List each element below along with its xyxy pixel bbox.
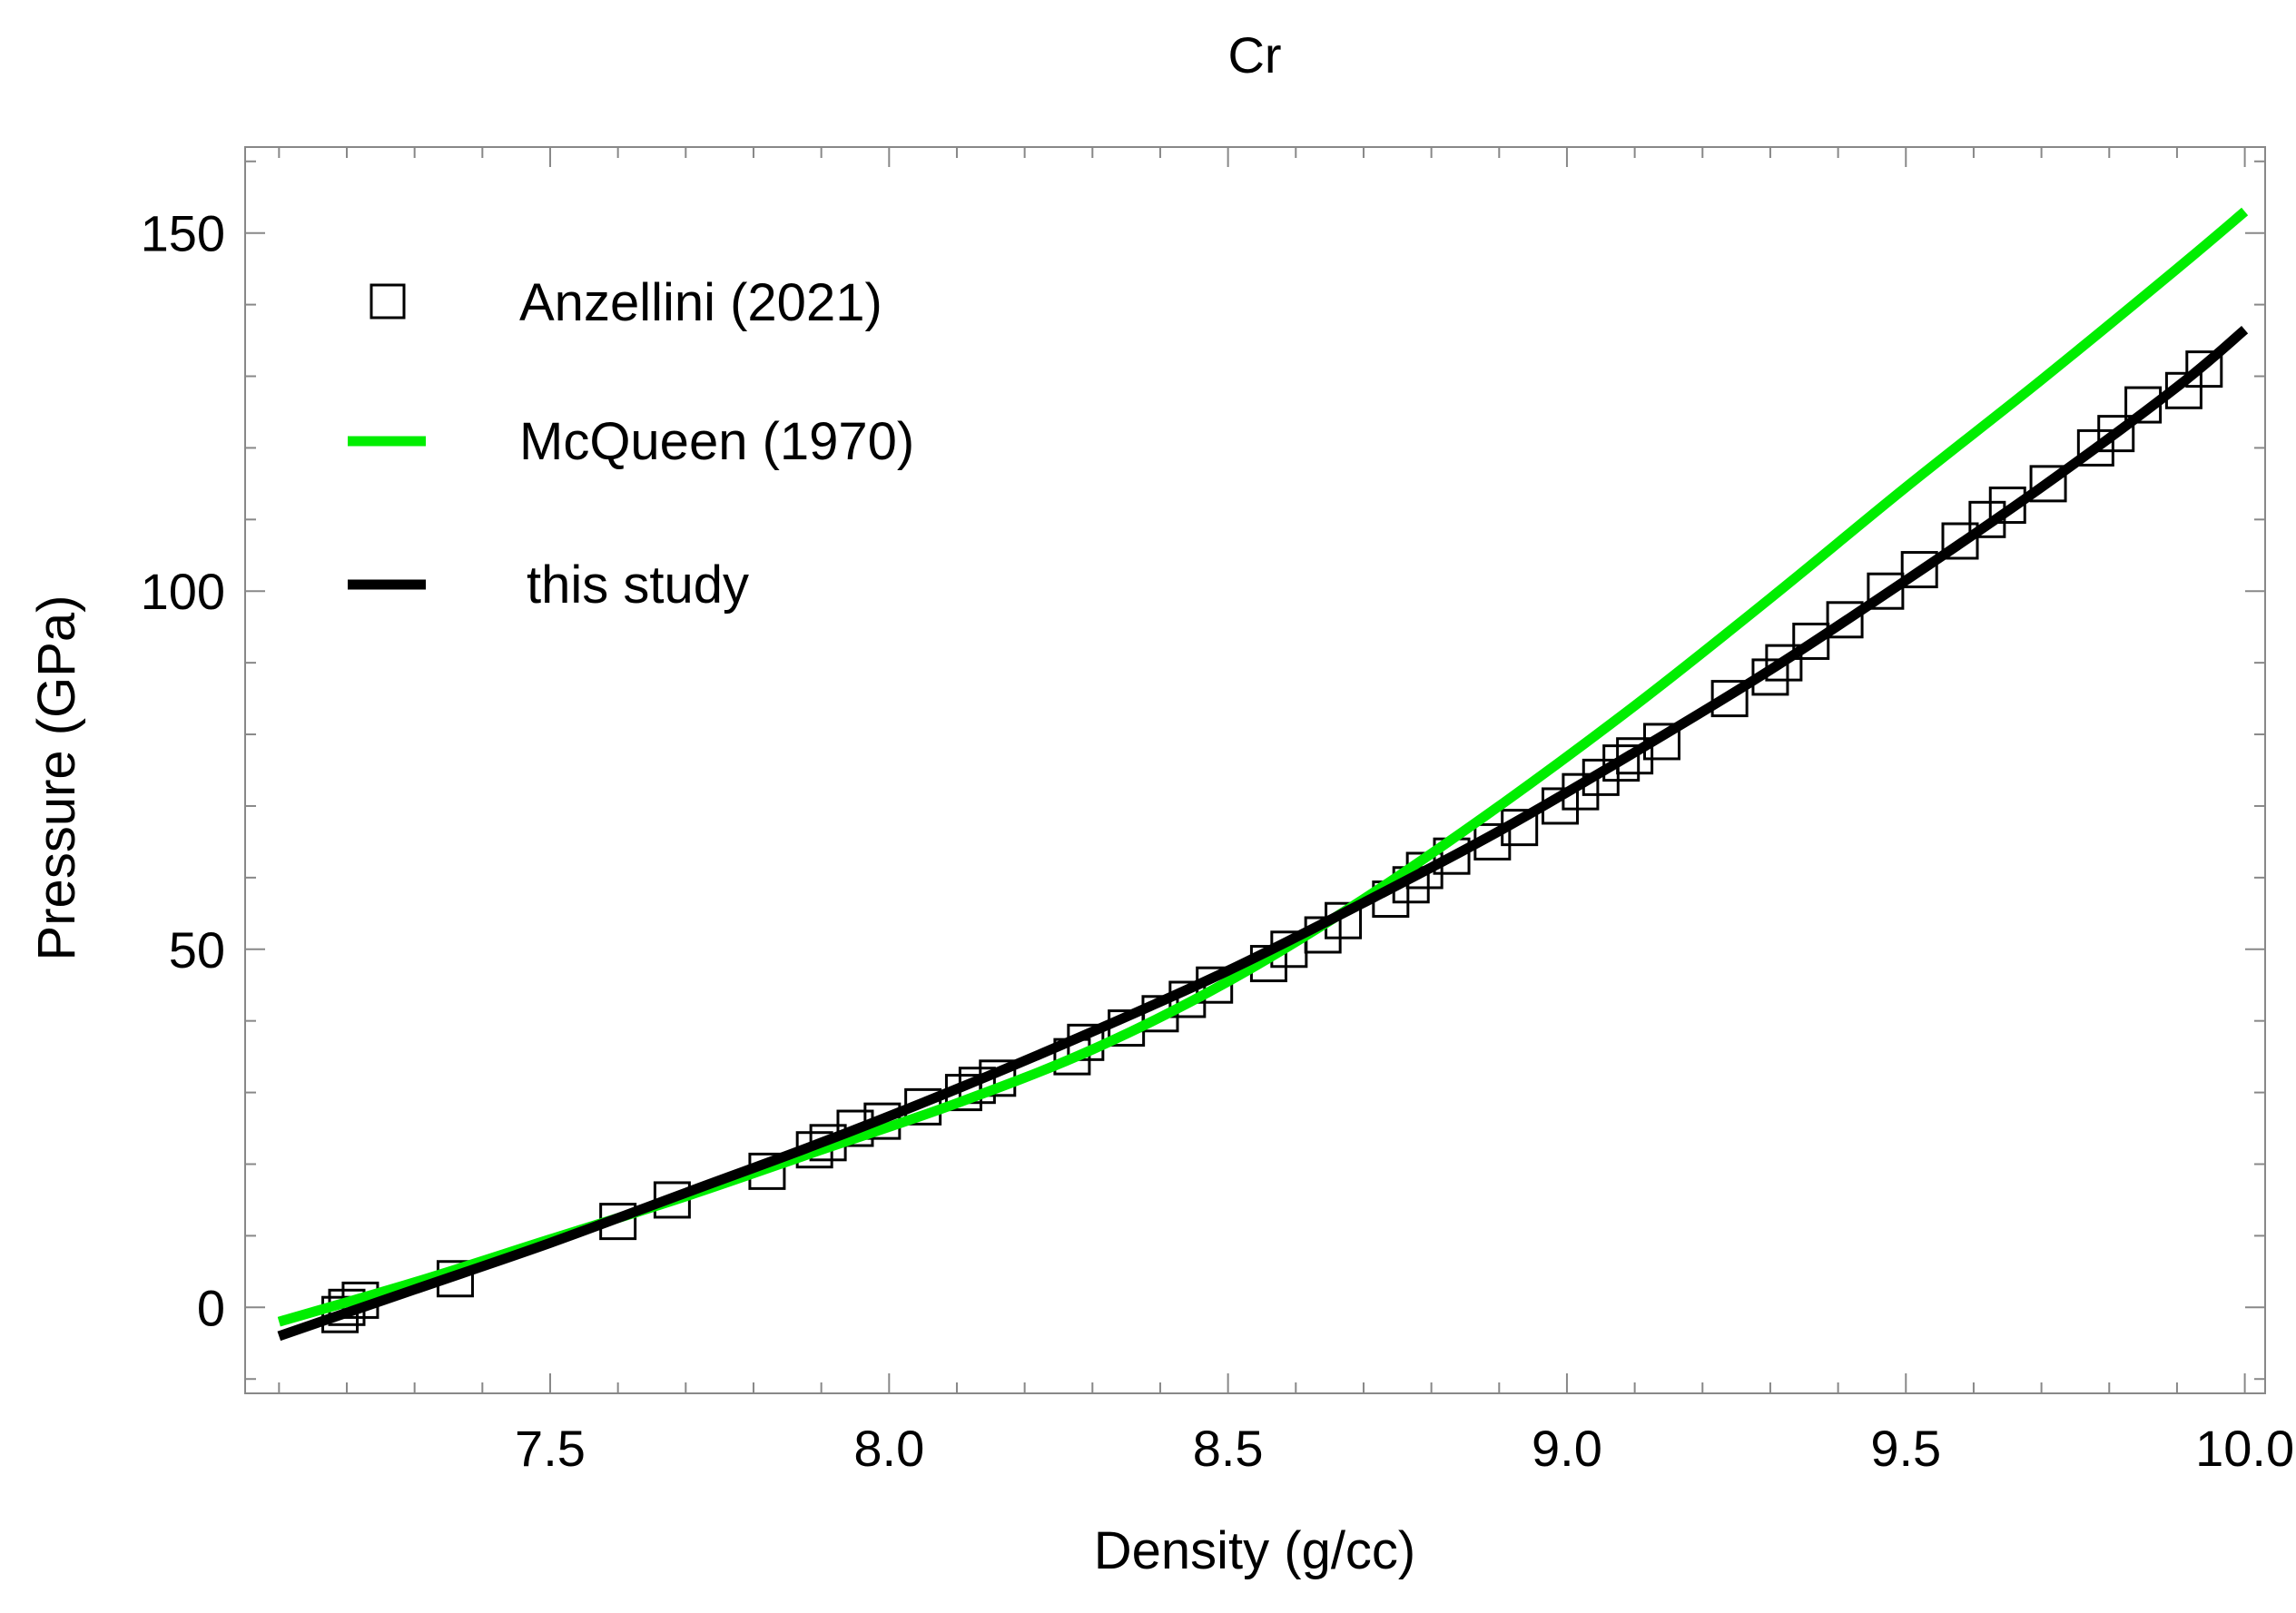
y-tick-label: 50 bbox=[169, 921, 225, 979]
legend-label: McQueen (1970) bbox=[519, 412, 914, 471]
y-axis-ticks: 0 50 100 150 bbox=[141, 160, 2265, 1381]
legend-label: this study bbox=[527, 556, 749, 615]
y-tick-label: 100 bbox=[141, 563, 225, 620]
data-point bbox=[2076, 428, 2114, 467]
data-point bbox=[321, 1295, 360, 1333]
data-point bbox=[2029, 465, 2067, 503]
x-tick-label: 8.0 bbox=[853, 1420, 924, 1477]
series-layer bbox=[277, 207, 2249, 1342]
data-point bbox=[1792, 622, 1830, 660]
data-point bbox=[1988, 487, 2026, 525]
y-axis-label: Pressure (GPa) bbox=[27, 595, 86, 961]
data-point bbox=[1710, 680, 1749, 718]
legend-entry: McQueen (1970) bbox=[348, 412, 914, 471]
y-tick-label: 0 bbox=[197, 1279, 225, 1336]
x-axis-label: Density (g/cc) bbox=[1094, 1521, 1416, 1580]
data-point bbox=[2097, 415, 2135, 453]
x-axis-ticks: 7.5 8.0 8.5 9.0 9.5 10.0 bbox=[278, 147, 2294, 1477]
plot-frame bbox=[244, 146, 2266, 1394]
legend-marker-square bbox=[370, 283, 406, 320]
plot-border bbox=[244, 146, 2266, 1394]
chart-title: Cr bbox=[1227, 26, 1281, 84]
data-point bbox=[1941, 522, 1979, 560]
data-point bbox=[1765, 644, 1803, 682]
data-point bbox=[1616, 737, 1654, 775]
data-point bbox=[1968, 500, 2006, 538]
legend-entry: this study bbox=[348, 556, 749, 615]
data-point bbox=[1900, 551, 1938, 589]
x-tick-label: 7.5 bbox=[515, 1420, 586, 1477]
x-tick-label: 8.5 bbox=[1193, 1420, 1264, 1477]
data-point bbox=[1867, 572, 1905, 610]
data-point bbox=[1826, 601, 1864, 639]
legend-label: Anzellini (2021) bbox=[519, 273, 882, 332]
data-point bbox=[2185, 350, 2223, 388]
x-tick-label: 10.0 bbox=[2195, 1420, 2294, 1477]
data-point bbox=[1602, 744, 1641, 782]
this-study-curve bbox=[277, 326, 2249, 1342]
legend-entry: Anzellini (2021) bbox=[370, 273, 882, 332]
x-tick-label: 9.5 bbox=[1870, 1420, 1941, 1477]
x-tick-label: 9.0 bbox=[1532, 1420, 1602, 1477]
y-tick-label: 150 bbox=[141, 205, 225, 262]
legend: Anzellini (2021) McQueen (1970) this study bbox=[348, 273, 914, 615]
